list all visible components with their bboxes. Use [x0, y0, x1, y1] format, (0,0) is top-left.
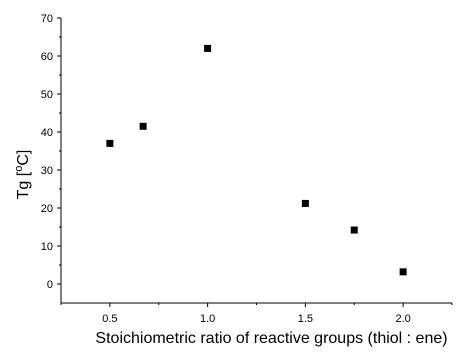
x-axis-title: Stoichiometric ratio of reactive groups … — [95, 330, 447, 347]
y-ticks: 0 10 20 30 40 50 60 70 — [41, 13, 61, 291]
x-tick-label: 1.5 — [298, 313, 313, 325]
y-tick-label: 40 — [41, 127, 53, 139]
y-tick-label: 50 — [41, 89, 53, 101]
y-tick-label: 0 — [47, 279, 53, 291]
data-point — [106, 139, 114, 147]
data-point — [139, 122, 147, 130]
y-axis-title-suffix: C] — [15, 150, 32, 166]
x-tick-label: 1.0 — [200, 313, 215, 325]
x-tick-label: 0.5 — [102, 313, 117, 325]
y-tick-label: 60 — [41, 51, 53, 63]
data-point — [301, 199, 309, 207]
axes — [60, 18, 452, 304]
data-points — [106, 44, 407, 276]
y-axis-title: Tg [oC] — [13, 150, 32, 200]
data-point — [350, 226, 358, 234]
x-tick-label: 2.0 — [395, 313, 410, 325]
y-tick-label: 20 — [41, 203, 53, 215]
data-point — [204, 44, 212, 52]
y-axis-title-prefix: Tg [ — [15, 171, 32, 199]
y-tick-label: 70 — [41, 13, 53, 25]
x-ticks: 0.5 1.0 1.5 2.0 — [60, 303, 453, 325]
y-tick-label: 10 — [41, 241, 53, 253]
y-tick-label: 30 — [41, 165, 53, 177]
data-point — [399, 268, 407, 276]
y-axis-title-superscript: o — [13, 166, 25, 172]
